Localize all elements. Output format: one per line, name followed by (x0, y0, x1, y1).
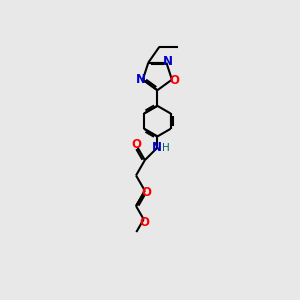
Text: H: H (162, 143, 170, 153)
Text: O: O (142, 186, 152, 199)
Text: O: O (170, 74, 180, 87)
Text: N: N (135, 73, 146, 85)
Text: O: O (132, 138, 142, 151)
Text: N: N (163, 55, 173, 68)
Text: O: O (139, 216, 149, 229)
Text: N: N (152, 141, 162, 154)
